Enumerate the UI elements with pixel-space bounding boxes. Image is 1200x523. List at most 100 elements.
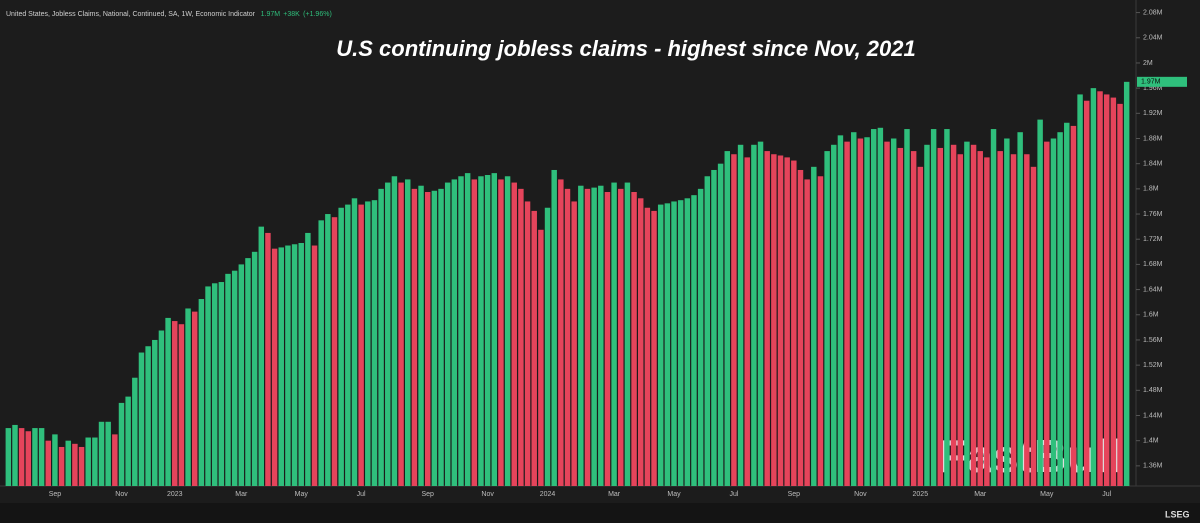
bar xyxy=(897,147,904,486)
bar xyxy=(877,127,884,486)
y-tick-label: 1.48M xyxy=(1143,387,1163,394)
bar xyxy=(544,207,551,487)
bar xyxy=(684,198,691,487)
bar xyxy=(1110,97,1117,486)
bar xyxy=(1024,154,1030,486)
x-tick-label: Sep xyxy=(421,491,434,498)
bar xyxy=(311,245,318,486)
bar xyxy=(491,173,498,486)
footer-strip xyxy=(0,503,1200,523)
bar xyxy=(724,151,730,487)
bar xyxy=(285,245,291,486)
bar xyxy=(584,188,591,486)
bar xyxy=(917,166,924,487)
bar xyxy=(118,402,125,486)
bar xyxy=(531,210,537,486)
bar xyxy=(1103,94,1110,486)
y-tick-label: 1.84M xyxy=(1143,161,1163,168)
bar xyxy=(944,129,950,487)
bar xyxy=(471,179,478,486)
bar xyxy=(298,243,304,486)
bar xyxy=(345,204,351,486)
x-tick-label: Jul xyxy=(357,491,366,498)
bar xyxy=(451,179,458,486)
bar xyxy=(1070,125,1077,486)
last-value-tag-label: 1.97M xyxy=(1141,79,1161,86)
bar xyxy=(524,201,531,486)
bar xyxy=(78,446,85,486)
bar xyxy=(225,273,231,486)
bar xyxy=(32,428,38,486)
bar xyxy=(331,217,338,486)
y-tick-label: 1.8M xyxy=(1143,186,1159,193)
bar xyxy=(1017,132,1023,486)
x-tick-label: Jul xyxy=(729,491,738,498)
bar xyxy=(990,129,997,487)
bar xyxy=(784,157,790,486)
bar xyxy=(657,204,664,486)
bar xyxy=(358,204,364,486)
bar xyxy=(191,311,198,486)
bar xyxy=(365,201,371,486)
y-tick-label: 2M xyxy=(1143,60,1153,67)
bar xyxy=(58,446,65,486)
bar xyxy=(45,440,51,486)
bar xyxy=(1077,94,1083,486)
x-tick-label: 2024 xyxy=(540,491,556,498)
bar xyxy=(464,173,471,486)
bar xyxy=(92,437,98,486)
y-tick-label: 1.64M xyxy=(1143,286,1163,293)
bar xyxy=(245,258,251,486)
bar xyxy=(671,201,677,486)
x-tick-label: 2023 xyxy=(167,491,183,498)
bar xyxy=(637,198,644,487)
bar xyxy=(418,185,424,486)
bar xyxy=(1010,154,1017,486)
bar xyxy=(817,176,824,487)
bar xyxy=(538,229,544,486)
bar xyxy=(504,176,511,487)
bar xyxy=(325,214,331,487)
bar xyxy=(591,187,597,486)
bar xyxy=(551,169,557,486)
bar xyxy=(1004,138,1010,486)
bar xyxy=(697,188,704,486)
bar xyxy=(764,151,770,487)
x-tick-label: 2025 xyxy=(913,491,929,498)
y-tick-label: 1.6M xyxy=(1143,312,1159,319)
bar xyxy=(431,190,438,486)
bar xyxy=(598,185,604,486)
bar xyxy=(864,137,870,486)
y-tick-label: 1.96M xyxy=(1143,85,1163,92)
bar xyxy=(438,188,444,486)
bar xyxy=(351,198,358,487)
y-tick-label: 1.36M xyxy=(1143,463,1163,470)
bar xyxy=(424,192,431,487)
bar xyxy=(924,144,930,487)
x-tick-label: May xyxy=(1040,491,1054,498)
bar xyxy=(804,179,810,486)
bar xyxy=(844,141,850,486)
bar xyxy=(691,195,697,486)
x-tick-label: Nov xyxy=(481,491,494,498)
bar xyxy=(837,135,844,487)
bar xyxy=(1030,166,1037,487)
bar xyxy=(857,138,864,486)
bar xyxy=(970,144,977,487)
bar xyxy=(38,428,45,486)
bar xyxy=(258,226,265,486)
bar xyxy=(771,154,777,486)
bar xyxy=(18,428,25,486)
bar xyxy=(12,424,18,486)
chart-title: U.S continuing jobless claims - highest … xyxy=(336,36,916,61)
bar xyxy=(811,166,817,487)
bar xyxy=(172,321,178,486)
bar xyxy=(405,179,411,486)
bar xyxy=(777,155,784,486)
bar xyxy=(757,141,764,486)
bar xyxy=(518,188,524,486)
x-tick-label: Jul xyxy=(1102,491,1111,498)
bar xyxy=(305,232,311,486)
